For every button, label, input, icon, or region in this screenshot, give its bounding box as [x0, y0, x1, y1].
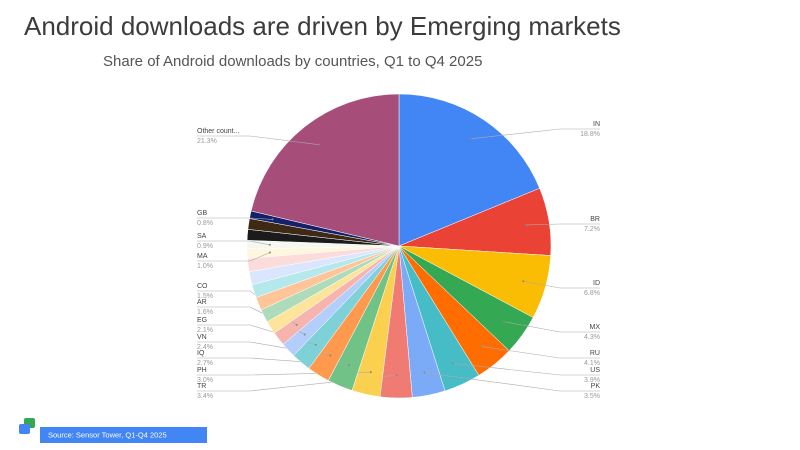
- logo: [19, 418, 35, 434]
- leader-line: [526, 223, 600, 226]
- leader-dot: [451, 362, 454, 365]
- legend-label: PH: [197, 367, 207, 374]
- leader-dot: [295, 323, 298, 326]
- chart-title: Share of Android downloads by countries,…: [103, 53, 482, 70]
- legend-label: CO: [197, 283, 208, 290]
- leader-line: [452, 363, 600, 376]
- logo-part: [19, 424, 30, 434]
- data-label: 4.1%: [584, 360, 600, 367]
- source-box: [40, 427, 207, 443]
- leader-line: [523, 280, 600, 289]
- data-label: 21.3%: [197, 138, 217, 145]
- data-label: 18.8%: [580, 131, 600, 138]
- legend-label: PK: [591, 383, 601, 390]
- pie-slice: [250, 93, 400, 247]
- legend-label: Other count...: [197, 128, 239, 135]
- legend-label: ID: [593, 280, 600, 287]
- leader-line: [197, 252, 271, 262]
- leader-dot: [395, 374, 398, 377]
- leader-line: [197, 135, 319, 145]
- data-label: 2.7%: [197, 360, 213, 367]
- leader-dot: [329, 354, 332, 357]
- legend-label: TR: [197, 383, 206, 390]
- data-label: 0.8%: [197, 220, 213, 227]
- data-label: 2.1%: [197, 327, 213, 334]
- data-label: 3.9%: [584, 377, 600, 384]
- legend-label: MX: [590, 324, 601, 331]
- leader-line: [197, 217, 273, 220]
- leader-dot: [317, 143, 320, 146]
- source: Source: Sensor Tower, Q1-Q4 2025: [48, 430, 167, 439]
- leader-dot: [314, 343, 317, 346]
- legend-label: VN: [197, 334, 207, 341]
- leader-dot: [303, 333, 306, 336]
- legend-label: SA: [197, 233, 207, 240]
- legend-label: US: [590, 367, 600, 374]
- leader-dot: [525, 223, 528, 226]
- leader-dot: [347, 364, 350, 367]
- leader-line: [503, 321, 600, 333]
- leader-line: [480, 346, 600, 359]
- leader-line: [424, 372, 600, 392]
- legend-label: GB: [197, 210, 207, 217]
- data-label: 6.8%: [584, 290, 600, 297]
- data-label: 1.0%: [197, 263, 213, 270]
- legend-label: RU: [590, 350, 600, 357]
- leader-dot: [369, 371, 372, 374]
- data-label: 4.3%: [584, 334, 600, 341]
- data-label: 1.6%: [197, 309, 213, 316]
- leader-dot: [423, 371, 426, 374]
- data-label: 7.2%: [584, 226, 600, 233]
- leader-dot: [502, 320, 505, 323]
- data-label: 3.0%: [197, 377, 213, 384]
- data-label: 3.4%: [197, 393, 213, 400]
- leader-dot: [522, 280, 525, 283]
- leader-line: [470, 128, 600, 139]
- legend-label: IQ: [197, 350, 205, 357]
- data-label: 3.5%: [584, 393, 600, 400]
- slide-title: Android downloads are driven by Emerging…: [24, 11, 621, 41]
- leader-dot: [268, 251, 271, 254]
- data-label: 0.9%: [197, 243, 213, 250]
- legend-label: MA: [197, 253, 208, 260]
- data-label: 2.4%: [197, 344, 213, 351]
- leader-dot: [469, 137, 472, 140]
- leader-dot: [268, 243, 271, 246]
- data-label: 1.5%: [197, 293, 213, 300]
- leader-dot: [479, 345, 482, 348]
- legend-label: EG: [197, 317, 207, 324]
- legend-label: IN: [593, 121, 600, 128]
- legend-label: BR: [590, 216, 600, 223]
- pie-slice: [398, 93, 540, 247]
- legend-label: AR: [197, 299, 207, 306]
- leader-line: [197, 240, 270, 246]
- leader-dot: [271, 218, 274, 221]
